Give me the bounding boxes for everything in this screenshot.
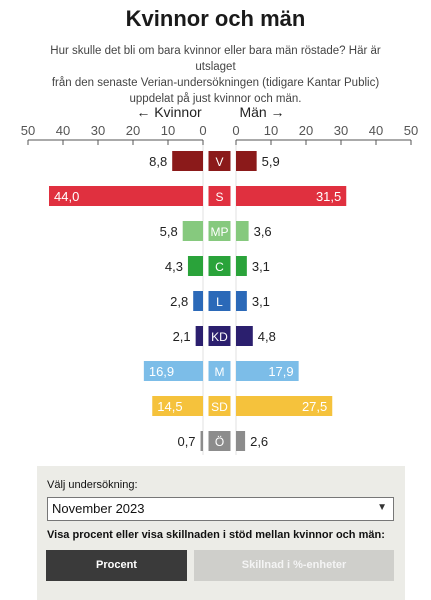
chevron-down-icon: ▼ — [377, 502, 387, 513]
tick-label-right: 30 — [334, 123, 348, 138]
controls-panel: Välj undersökning: November 2023 ▼ Visa … — [37, 466, 405, 600]
party-box-s — [208, 186, 231, 206]
value-label-kvinnor: 2,8 — [170, 294, 188, 309]
bar-kvinnor-kd — [195, 326, 203, 346]
party-label-kd: KD — [211, 330, 228, 344]
bar-man-m — [236, 361, 299, 381]
tick-label-left: 10 — [161, 123, 175, 138]
tick-label-left: 20 — [126, 123, 140, 138]
value-label-kvinnor: 44,0 — [54, 189, 79, 204]
tick-label-right: 10 — [264, 123, 278, 138]
party-box-c — [208, 256, 231, 276]
party-label-s: S — [215, 190, 223, 204]
subtitle-line: från den senaste Verian-undersökningen (… — [51, 77, 380, 89]
party-label-m: M — [215, 365, 225, 379]
bar-man-mp — [236, 221, 249, 241]
bar-man-ö — [236, 431, 246, 451]
value-label-man: 31,5 — [316, 189, 341, 204]
bar-kvinnor-ö — [200, 431, 203, 451]
value-label-kvinnor: 4,3 — [165, 259, 183, 274]
bar-kvinnor-c — [187, 256, 203, 276]
bar-kvinnor-m — [143, 361, 203, 381]
bar-kvinnor-mp — [182, 221, 203, 241]
party-box-l — [208, 291, 231, 311]
value-label-man: 3,1 — [252, 259, 270, 274]
tick-label-left: 30 — [91, 123, 105, 138]
subtitle-line: uppdelat på just kvinnor och män. — [129, 93, 302, 105]
bar-man-c — [236, 256, 247, 276]
percent-button[interactable]: Procent — [46, 550, 187, 581]
value-label-kvinnor: 8,8 — [149, 154, 167, 169]
bar-kvinnor-sd — [152, 396, 203, 416]
value-label-kvinnor: 14,5 — [157, 399, 182, 414]
bar-man-s — [236, 186, 347, 206]
survey-select[interactable]: November 2023 ▼ — [47, 497, 394, 521]
value-label-kvinnor: 0,7 — [177, 434, 195, 449]
value-label-kvinnor: 16,9 — [149, 364, 174, 379]
value-label-kvinnor: 2,1 — [173, 329, 191, 344]
value-label-man: 5,9 — [262, 154, 280, 169]
page-title: Kvinnor och män — [125, 6, 306, 31]
bar-kvinnor-v — [172, 151, 203, 171]
value-label-man: 2,6 — [250, 434, 268, 449]
value-label-man: 4,8 — [258, 329, 276, 344]
value-label-kvinnor: 5,8 — [160, 224, 178, 239]
subtitle-line: Hur skulle det bli om bara kvinnor eller… — [50, 45, 381, 73]
bar-man-sd — [236, 396, 333, 416]
bar-kvinnor-s — [49, 186, 203, 206]
party-label-v: V — [215, 155, 223, 169]
value-label-man: 17,9 — [268, 364, 293, 379]
butterfly-chart: ← Kvinnor Män → 50 40 30 20 10 0 0 10 20 30 40 50 V 8,8… — [21, 104, 418, 455]
tick-label-left: 50 — [21, 123, 35, 138]
subtitle: Hur skulle det bli om bara kvinnor eller… — [30, 43, 401, 107]
party-box-mp — [208, 221, 231, 241]
party-box-v — [208, 151, 231, 171]
party-label-sd: SD — [211, 400, 228, 414]
bar-man-kd — [236, 326, 253, 346]
party-label-ö: Ö — [215, 435, 224, 449]
tick-label-right: 40 — [369, 123, 383, 138]
party-box-ö — [208, 431, 231, 451]
tick-label-right: 20 — [299, 123, 313, 138]
axis-label-kvinnor: ← Kvinnor — [136, 104, 202, 120]
party-label-l: L — [216, 295, 223, 309]
survey-select-value: November 2023 — [52, 501, 145, 516]
tick-label-right: 0 — [232, 123, 239, 138]
value-label-man: 3,6 — [254, 224, 272, 239]
party-box-m — [208, 361, 231, 381]
tick-label-left: 40 — [56, 123, 70, 138]
tick-label-left: 0 — [199, 123, 206, 138]
bar-man-v — [236, 151, 257, 171]
axis-label-man: Män → — [239, 104, 284, 120]
tick-label-right: 50 — [404, 123, 418, 138]
party-label-mp: MP — [211, 225, 229, 239]
party-box-kd — [208, 326, 231, 346]
select-label: Välj undersökning: — [47, 479, 138, 491]
bar-kvinnor-l — [193, 291, 203, 311]
bar-man-l — [236, 291, 247, 311]
value-label-man: 3,1 — [252, 294, 270, 309]
mode-label: Visa procent eller visa skillnaden i stö… — [47, 529, 385, 541]
value-label-man: 27,5 — [302, 399, 327, 414]
party-box-sd — [208, 396, 231, 416]
difference-button[interactable]: Skillnad i %-enheter — [194, 550, 394, 581]
party-label-c: C — [215, 260, 224, 274]
